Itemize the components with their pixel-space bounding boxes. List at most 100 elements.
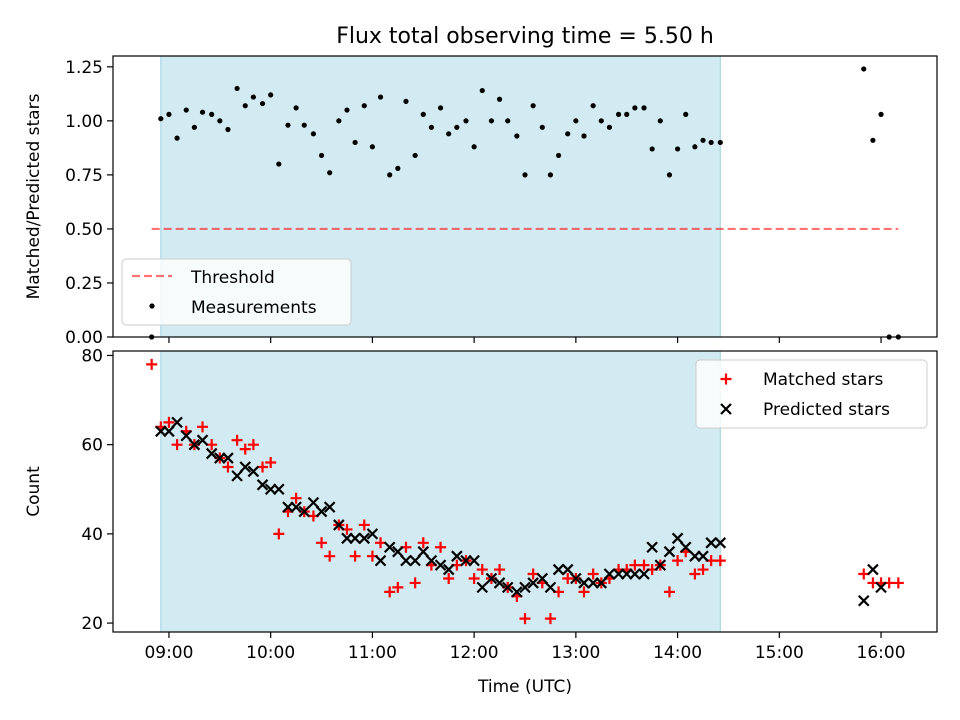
predicted-star-point bbox=[511, 586, 523, 598]
measurement-point bbox=[522, 172, 528, 178]
matched-star-point bbox=[163, 416, 175, 428]
predicted-star-point bbox=[544, 581, 557, 594]
matched-star-point bbox=[892, 577, 904, 589]
matched-star-point bbox=[638, 559, 650, 571]
measurement-point bbox=[692, 144, 698, 150]
predicted-star-point bbox=[527, 577, 539, 589]
measurement-point bbox=[259, 100, 266, 107]
measurement-point bbox=[479, 87, 485, 94]
measurement-point bbox=[352, 139, 358, 146]
measurement-point bbox=[624, 111, 630, 117]
predicted-star-point bbox=[595, 577, 608, 589]
predicted-star-point bbox=[705, 537, 717, 549]
predicted-star-point bbox=[333, 519, 345, 531]
predicted-star-point bbox=[392, 545, 404, 558]
predicted-star-point bbox=[400, 554, 412, 567]
measurement-point bbox=[632, 105, 638, 111]
measurement-point bbox=[649, 146, 655, 152]
measurement-point bbox=[514, 133, 520, 139]
predicted-star-point bbox=[654, 559, 667, 571]
x-tick-label: 11:00 bbox=[348, 643, 397, 663]
measurement-point bbox=[555, 152, 562, 159]
measurement-point bbox=[183, 107, 189, 113]
measurement-point bbox=[700, 137, 706, 143]
measurement-point bbox=[217, 118, 223, 124]
matched-star-point bbox=[290, 492, 302, 504]
predicted-star-point bbox=[875, 581, 887, 594]
measurement-point bbox=[590, 103, 596, 109]
measurement-point bbox=[666, 172, 673, 178]
chart-title: Flux total observing time = 5.50 h bbox=[336, 24, 714, 49]
matched-legend-swatch bbox=[720, 373, 732, 385]
predicted-star-point bbox=[323, 501, 336, 513]
predicted-star-point bbox=[163, 425, 175, 438]
matched-star-point bbox=[316, 537, 328, 549]
legend-box bbox=[695, 359, 928, 429]
y-tick-label: 80 bbox=[81, 346, 103, 366]
matched-star-point bbox=[231, 434, 243, 446]
measurement-point bbox=[301, 122, 307, 128]
predicted-star-point bbox=[307, 496, 320, 509]
matched-star-point bbox=[544, 613, 556, 625]
x-tick-label: 13:00 bbox=[551, 643, 600, 663]
count-panel: 20 40 60 80 09:00 10:00 11:00 12:00 13:00 14:00 15… bbox=[24, 346, 938, 697]
predicted-star-point bbox=[349, 532, 361, 545]
legend: Matched stars Predicted stars bbox=[695, 359, 928, 429]
measurement-point bbox=[530, 103, 536, 109]
predicted-legend-swatch bbox=[720, 403, 732, 415]
x-tick-label: 09:00 bbox=[144, 643, 193, 663]
y-tick-label: 20 bbox=[81, 614, 103, 634]
measurement-point bbox=[293, 105, 299, 111]
measurement-point bbox=[276, 161, 282, 167]
predicted-star-point bbox=[366, 528, 379, 540]
measurement-point bbox=[657, 118, 663, 124]
axes-frame bbox=[112, 350, 938, 633]
predicted-star-point bbox=[468, 554, 480, 567]
predicted-star-point bbox=[646, 541, 658, 554]
measurement-point bbox=[674, 146, 681, 152]
y-tick-label: 60 bbox=[81, 436, 103, 456]
measurement-point bbox=[199, 109, 206, 115]
measurement-point bbox=[166, 111, 172, 117]
measurement-point bbox=[488, 118, 495, 124]
predicted-star-point bbox=[239, 461, 252, 473]
matched-star-point bbox=[689, 568, 701, 580]
matched-star-point bbox=[476, 564, 488, 576]
matched-star-point bbox=[435, 541, 447, 553]
measurement-point bbox=[446, 131, 452, 137]
y-tick-label: 0.25 bbox=[65, 274, 103, 294]
y-tick-label: 1.25 bbox=[65, 58, 103, 78]
matched-star-point bbox=[672, 555, 684, 567]
matched-star-point bbox=[384, 586, 396, 598]
measurement-point bbox=[387, 172, 393, 178]
predicted-star-point bbox=[290, 501, 302, 513]
predicted-star-point bbox=[231, 470, 243, 482]
predicted-star-point bbox=[867, 563, 879, 576]
legend-label: Predicted stars bbox=[763, 400, 890, 420]
predicted-star-point bbox=[485, 572, 498, 585]
matched-star-point bbox=[417, 537, 429, 549]
matched-star-point bbox=[358, 519, 370, 531]
x-tick-label: 10:00 bbox=[246, 643, 295, 663]
legend-label: Measurements bbox=[191, 298, 317, 318]
measurement-point bbox=[395, 165, 401, 171]
measurement-point bbox=[565, 131, 571, 137]
y-tick-label: 0.50 bbox=[65, 220, 103, 240]
predicted-star-point bbox=[663, 545, 676, 558]
ratio-panel: 0.00 0.25 0.50 0.75 1.00 1.25 Matched/Predicte… bbox=[24, 55, 938, 348]
predicted-star-point bbox=[222, 452, 234, 464]
x-axis-label: Time (UTC) bbox=[477, 677, 572, 697]
measurement-point bbox=[463, 118, 469, 124]
matched-star-point bbox=[587, 568, 599, 580]
measurement-point bbox=[598, 118, 604, 124]
predicted-star-point bbox=[697, 550, 709, 562]
matched-star-point bbox=[578, 586, 590, 598]
measurement-point bbox=[369, 144, 376, 150]
matched-star-point bbox=[392, 581, 404, 593]
predicted-star-point bbox=[188, 438, 201, 451]
observing-window-shade bbox=[160, 351, 721, 632]
measurement-point bbox=[242, 103, 248, 109]
measurement-point bbox=[403, 98, 409, 104]
predicted-star-point bbox=[409, 554, 421, 567]
